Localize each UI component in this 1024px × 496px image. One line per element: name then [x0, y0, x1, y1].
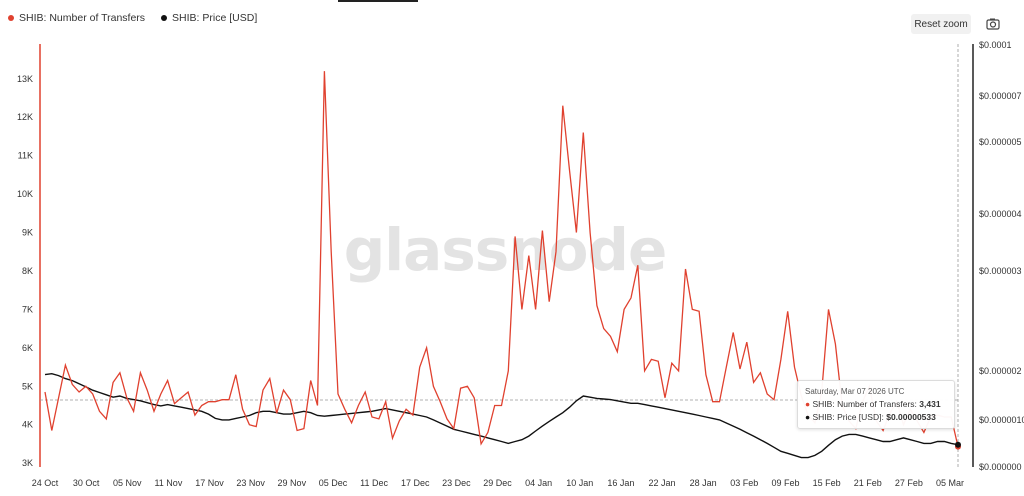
legend-label-price: SHIB: Price [USD] [172, 12, 258, 24]
x-tick-label: 05 Mar [936, 478, 964, 488]
left-tick-label: 10K [17, 189, 33, 199]
legend-label-transfers: SHIB: Number of Transfers [19, 12, 146, 24]
x-tick-label: 11 Nov [154, 478, 182, 488]
left-tick-label: 8K [22, 266, 33, 276]
top-tab-indicator [338, 0, 418, 2]
price-last-point [955, 441, 961, 448]
x-tick-label: 27 Feb [895, 478, 923, 488]
x-tick-label: 21 Feb [854, 478, 882, 488]
chart-legend: SHIB: Number of Transfers SHIB: Price [U… [8, 12, 257, 24]
glassnode-watermark: glassnode [344, 216, 667, 284]
camera-button[interactable] [981, 14, 1005, 34]
x-tick-label: 23 Dec [442, 478, 471, 488]
left-tick-label: 13K [17, 74, 33, 84]
tooltip-transfers-row: ● SHIB: Number of Transfers: 3,431 [805, 398, 947, 411]
tooltip-transfers-label: SHIB: Number of Transfers: [812, 399, 917, 409]
tooltip-price-label: SHIB: Price [USD]: [812, 412, 884, 422]
x-tick-label: 04 Jan [525, 478, 552, 488]
price-series-line [44, 372, 959, 459]
tooltip-date: Saturday, Mar 07 2026 UTC [805, 387, 905, 396]
tooltip-transfers-value: 3,431 [919, 399, 941, 409]
left-tick-label: 12K [17, 112, 33, 122]
x-tick-label: 23 Nov [236, 478, 265, 488]
legend-item-price[interactable]: SHIB: Price [USD] [161, 12, 257, 24]
left-tick-label: 6K [22, 343, 33, 353]
tooltip-price-value: $0.00000533 [886, 412, 936, 422]
right-tick-label: $0.0000010 [979, 415, 1024, 425]
x-tick-label: 24 Oct [32, 478, 59, 488]
left-tick-label: 9K [22, 228, 33, 238]
legend-item-transfers[interactable]: SHIB: Number of Transfers [8, 12, 145, 24]
right-tick-label: $0.000005 [979, 137, 1022, 147]
chart-tooltip: Saturday, Mar 07 2026 UTC ● SHIB: Number… [797, 380, 955, 429]
reset-zoom-button[interactable]: Reset zoom [911, 14, 971, 34]
x-tick-label: 29 Dec [483, 478, 512, 488]
x-tick-label: 29 Nov [278, 478, 307, 488]
right-tick-label: $0.000000 [979, 462, 1022, 472]
x-tick-label: 05 Nov [113, 478, 142, 488]
x-tick-label: 15 Feb [813, 478, 841, 488]
left-tick-label: 3K [22, 458, 33, 468]
right-tick-label: $0.0001 [979, 40, 1012, 50]
price-dot-icon [161, 15, 168, 21]
right-tick-label: $0.000007 [979, 91, 1022, 101]
x-tick-label: 17 Nov [195, 478, 224, 488]
transfers-dot-icon [8, 15, 14, 21]
tooltip-price-dot-icon: ● [805, 412, 811, 422]
x-tick-label: 28 Jan [690, 478, 717, 488]
x-tick-label: 10 Jan [566, 478, 593, 488]
right-tick-label: $0.000003 [979, 266, 1022, 276]
right-tick-label: $0.000002 [979, 366, 1022, 376]
right-tick-label: $0.000004 [979, 209, 1022, 219]
x-tick-label: 16 Jan [607, 478, 634, 488]
left-tick-label: 11K [18, 151, 33, 161]
x-tick-label: 22 Jan [649, 478, 676, 488]
x-tick-label: 03 Feb [730, 478, 758, 488]
left-tick-label: 5K [22, 381, 33, 391]
left-tick-label: 7K [22, 304, 33, 314]
tooltip-price-row: ● SHIB: Price [USD]: $0.00000533 [805, 411, 947, 424]
x-tick-label: 17 Dec [401, 478, 430, 488]
x-tick-label: 11 Dec [360, 478, 388, 488]
camera-icon [986, 18, 1000, 30]
x-tick-label: 09 Feb [771, 478, 799, 488]
tooltip-transfers-dot-icon: ● [805, 399, 811, 409]
left-tick-label: 4K [22, 420, 33, 430]
x-tick-label: 30 Oct [73, 478, 100, 488]
x-tick-label: 05 Dec [319, 478, 348, 488]
